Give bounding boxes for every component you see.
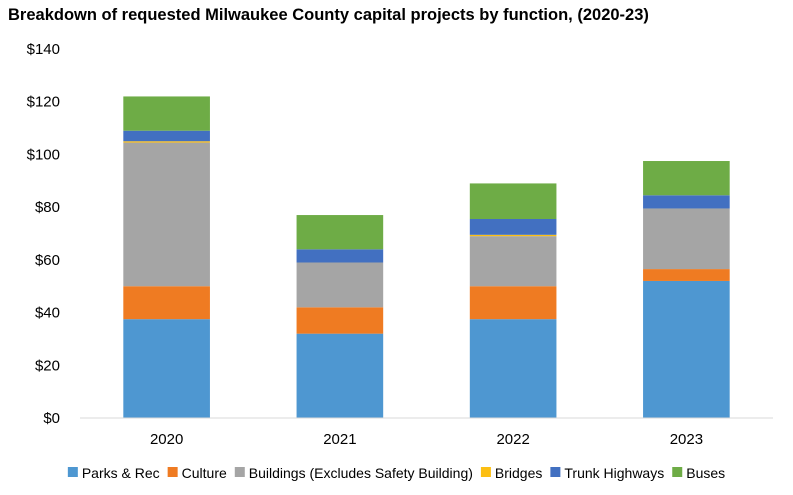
y-tick-label: $20: [35, 357, 60, 374]
y-tick-label: $80: [35, 199, 60, 216]
x-tick-label: 2023: [670, 431, 703, 448]
bar-segment: [123, 142, 210, 287]
bar-segment: [123, 141, 210, 143]
y-tick-label: $0: [43, 410, 60, 427]
bar-segment: [469, 219, 557, 235]
legend-label: Parks & Rec: [82, 465, 160, 481]
bar-segment: [296, 307, 384, 334]
bar-segment: [643, 269, 730, 281]
x-axis-ticks: 2020 2021 2022 2023: [150, 431, 703, 448]
x-tick-label: 2021: [323, 431, 356, 448]
y-axis-ticks: $0 $20 $40 $60 $80 $100 $120 $140: [27, 41, 60, 427]
legend-swatch: [672, 467, 683, 477]
bar-segment: [123, 130, 210, 142]
y-tick-label: $100: [27, 146, 60, 163]
x-tick-label: 2022: [496, 431, 529, 448]
y-tick-label: $120: [27, 94, 60, 111]
legend: Parks & Rec Culture Buildings (Excludes Sa…: [67, 465, 725, 481]
y-tick-label: $60: [35, 252, 60, 269]
bar-segment: [469, 319, 557, 418]
bar-segment: [643, 161, 730, 196]
x-tick-label: 2020: [150, 431, 183, 448]
bars-layer: [123, 96, 730, 418]
legend-swatch: [550, 467, 561, 477]
bar-segment: [296, 333, 384, 418]
bar-segment: [643, 280, 730, 418]
y-tick-label: $40: [35, 305, 60, 322]
legend-label: Culture: [182, 465, 227, 481]
legend-swatch: [167, 467, 178, 477]
bar-segment: [469, 286, 557, 320]
legend-swatch: [234, 467, 245, 477]
bar-segment: [123, 319, 210, 418]
bar-segment: [643, 208, 730, 270]
bar-segment: [296, 249, 384, 263]
bar-segment: [123, 96, 210, 131]
legend-swatch: [480, 467, 491, 477]
y-tick-label: $140: [27, 41, 60, 58]
bar-segment: [296, 215, 384, 250]
bar-segment: [469, 183, 557, 220]
bar-segment: [296, 262, 384, 308]
bar-segment: [469, 236, 557, 287]
legend-label: Bridges: [495, 465, 542, 481]
bar-segment: [123, 286, 210, 320]
bar-segment: [643, 195, 730, 209]
legend-label: Trunk Highways: [564, 465, 664, 481]
legend-label: Buses: [686, 465, 725, 481]
legend-label: Buildings (Excludes Safety Building): [249, 465, 473, 481]
bar-segment: [469, 234, 557, 237]
legend-swatch: [67, 467, 78, 477]
chart-title: Breakdown of requested Milwaukee County …: [8, 6, 649, 24]
